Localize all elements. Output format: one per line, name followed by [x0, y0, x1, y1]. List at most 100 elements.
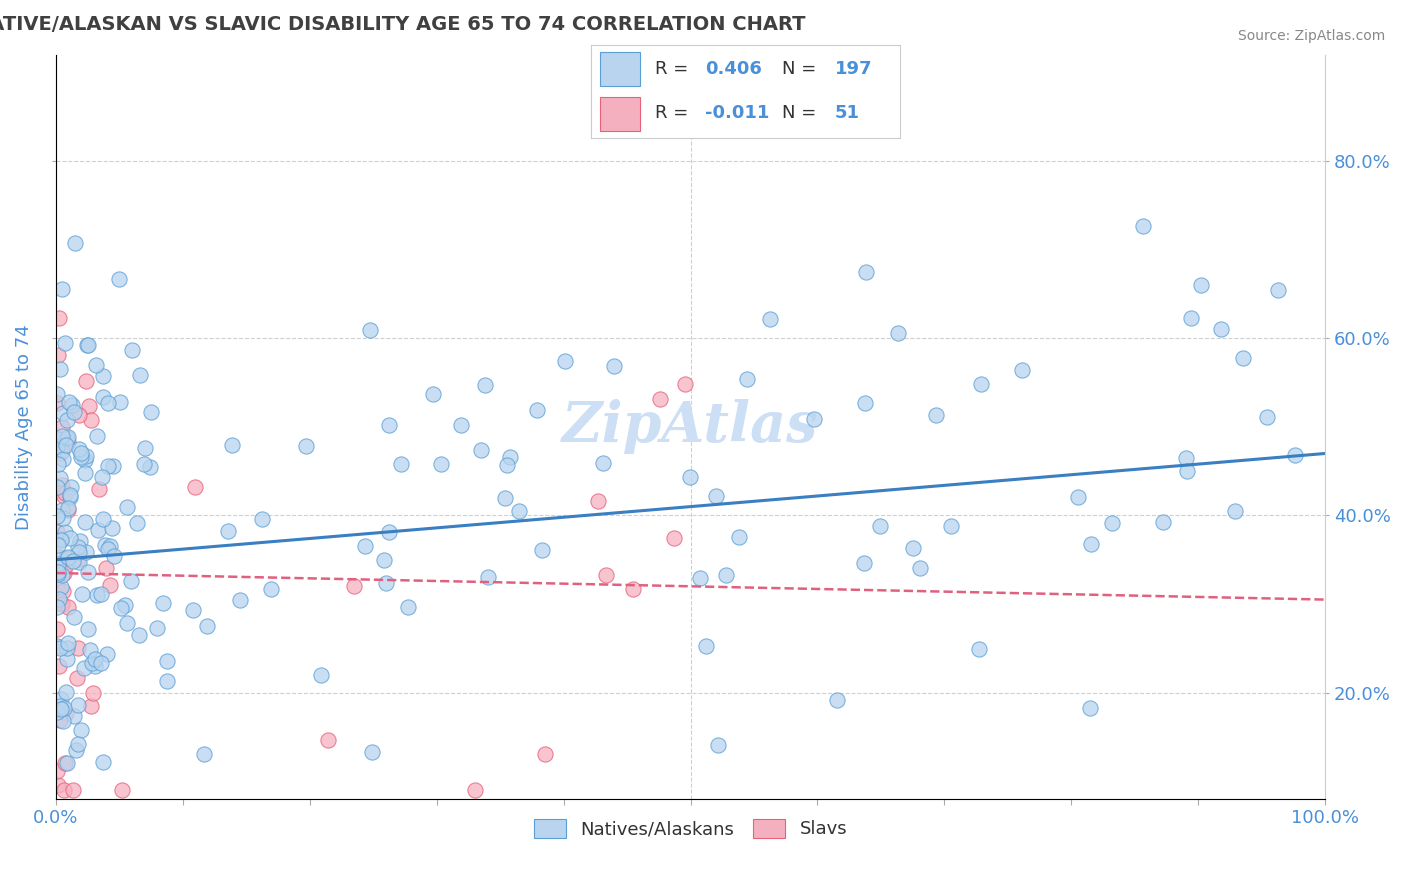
Point [673, 377, 696, 392]
Point [184, 480, 207, 494]
Point [75, 375, 97, 389]
FancyBboxPatch shape [600, 52, 640, 86]
Point [46, 440, 69, 454]
Point [128, 627, 150, 641]
Point [51, 478, 73, 492]
Point [96, 561, 118, 575]
Point [59, 480, 82, 494]
Point [52, 583, 75, 598]
Point [46, 509, 69, 524]
Point [73, 661, 96, 675]
Point [56, 651, 79, 665]
Legend: Natives/Alaskans, Slavs: Natives/Alaskans, Slavs [527, 812, 855, 846]
Point [56, 412, 79, 426]
Point [114, 598, 136, 612]
Point [121, 343, 143, 358]
Point [825, 693, 848, 707]
Point [77, 338, 100, 352]
Point [79, 643, 101, 657]
Point [100, 578, 122, 592]
Point [1284, 448, 1306, 462]
Point [125, 516, 148, 531]
Point [62, 783, 84, 797]
Point [1011, 362, 1033, 376]
Point [56, 435, 79, 450]
Point [498, 450, 520, 465]
Point [53, 486, 76, 500]
Point [378, 417, 401, 432]
Point [229, 593, 252, 607]
Point [56, 636, 79, 650]
Point [52, 783, 75, 797]
Point [58, 550, 80, 565]
Text: N =: N = [782, 104, 823, 122]
Point [735, 372, 758, 386]
Point [86, 428, 108, 442]
Point [59, 531, 82, 545]
Point [111, 783, 134, 797]
Point [48, 591, 70, 606]
Point [855, 265, 877, 279]
Point [75, 449, 97, 463]
Point [51, 597, 73, 611]
Point [52, 406, 75, 420]
Point [46, 566, 69, 581]
Point [103, 549, 125, 563]
Point [67, 640, 90, 655]
Point [65, 743, 87, 757]
Point [63, 610, 86, 624]
Point [470, 442, 492, 457]
Point [1078, 700, 1101, 714]
Point [139, 459, 162, 474]
Point [101, 459, 124, 474]
Point [1101, 516, 1123, 530]
Point [970, 376, 993, 391]
Point [51, 282, 73, 296]
Point [56, 431, 79, 445]
Point [62, 405, 84, 419]
Point [69, 446, 91, 460]
Point [70, 450, 93, 465]
Point [67, 555, 90, 569]
Point [96, 647, 118, 661]
Point [53, 756, 76, 771]
Point [689, 571, 711, 585]
Point [152, 596, 174, 610]
Point [531, 543, 554, 558]
Point [477, 570, 499, 584]
Point [309, 668, 332, 682]
Point [526, 402, 548, 417]
Point [586, 494, 609, 508]
Point [69, 533, 91, 548]
Point [56, 640, 79, 655]
Point [73, 452, 96, 467]
Point [1209, 322, 1232, 336]
Point [430, 457, 453, 471]
Point [621, 582, 644, 596]
Point [360, 745, 382, 759]
Point [48, 549, 70, 564]
Point [925, 409, 948, 423]
Point [46, 622, 69, 636]
Point [595, 568, 617, 582]
Point [704, 489, 727, 503]
Point [1180, 311, 1202, 326]
Point [183, 603, 205, 617]
Point [316, 733, 339, 747]
Point [83, 652, 105, 666]
Point [58, 394, 80, 409]
Point [91, 512, 114, 526]
Point [1175, 464, 1198, 478]
Point [52, 451, 75, 466]
Point [66, 541, 89, 555]
Point [129, 368, 152, 382]
Point [156, 673, 179, 688]
Point [46, 396, 69, 410]
Point [46, 580, 69, 594]
Point [534, 747, 557, 762]
Point [48, 310, 70, 325]
Point [70, 587, 93, 601]
Point [82, 657, 104, 671]
Point [197, 618, 219, 632]
Point [464, 783, 486, 797]
